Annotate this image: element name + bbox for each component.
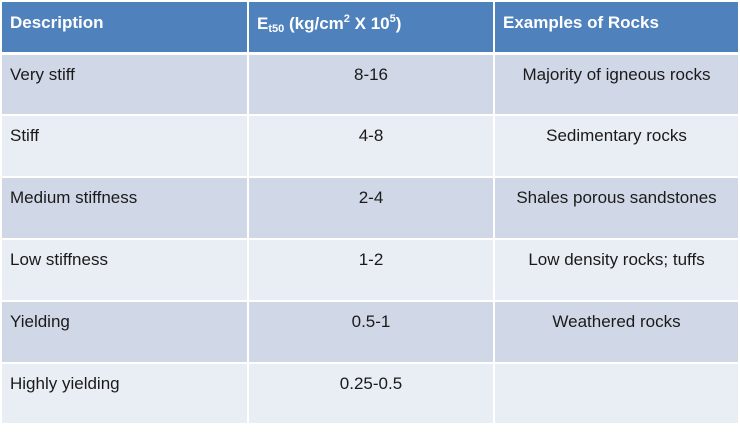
header-modulus: Et50 (kg/cm2 X 105)	[248, 2, 495, 55]
cell-description: Low stiffness	[2, 239, 249, 302]
modulus-unit-b: X 10	[349, 14, 390, 33]
cell-example: Majority of igneous rocks	[494, 53, 738, 116]
cell-example	[494, 363, 738, 423]
cell-modulus-value: 0.25-0.5	[248, 363, 495, 423]
table-row: Very stiff 8-16 Majority of igneous rock…	[2, 53, 738, 116]
cell-description: Yielding	[2, 301, 249, 364]
modulus-unit-c: )	[395, 14, 402, 33]
cell-modulus-value: 1-2	[248, 239, 495, 302]
cell-modulus-value: 4-8	[248, 115, 495, 178]
cell-example: Weathered rocks	[494, 301, 738, 364]
modulus-unit-sup1: 2	[343, 13, 350, 25]
header-row: Description Et50 (kg/cm2 X 105) Examples…	[2, 2, 738, 55]
modulus-subscript: t50	[268, 23, 285, 35]
cell-modulus-value: 0.5-1	[248, 301, 495, 364]
cell-description: Very stiff	[2, 53, 249, 116]
cell-example: Low density rocks; tuffs	[494, 239, 738, 302]
cell-modulus-value: 8-16	[248, 53, 495, 116]
table-row: Low stiffness 1-2 Low density rocks; tuf…	[2, 239, 738, 302]
modulus-unit-sup2: 5	[389, 13, 396, 25]
table-row: Medium stiffness 2-4 Shales porous sands…	[2, 177, 738, 240]
table-row: Yielding 0.5-1 Weathered rocks	[2, 301, 738, 364]
modulus-symbol: E	[257, 14, 269, 33]
header-examples: Examples of Rocks	[494, 2, 738, 55]
table-row: Highly yielding 0.25-0.5	[2, 363, 738, 423]
cell-modulus-value: 2-4	[248, 177, 495, 240]
cell-example: Sedimentary rocks	[494, 115, 738, 178]
modulus-unit-a: (kg/cm	[284, 14, 344, 33]
cell-description: Highly yielding	[2, 363, 249, 423]
cell-description: Medium stiffness	[2, 177, 249, 240]
cell-description: Stiff	[2, 115, 249, 178]
rock-stiffness-table: Description Et50 (kg/cm2 X 105) Examples…	[2, 2, 738, 423]
cell-example: Shales porous sandstones	[494, 177, 738, 240]
header-description: Description	[2, 2, 249, 55]
table-row: Stiff 4-8 Sedimentary rocks	[2, 115, 738, 178]
